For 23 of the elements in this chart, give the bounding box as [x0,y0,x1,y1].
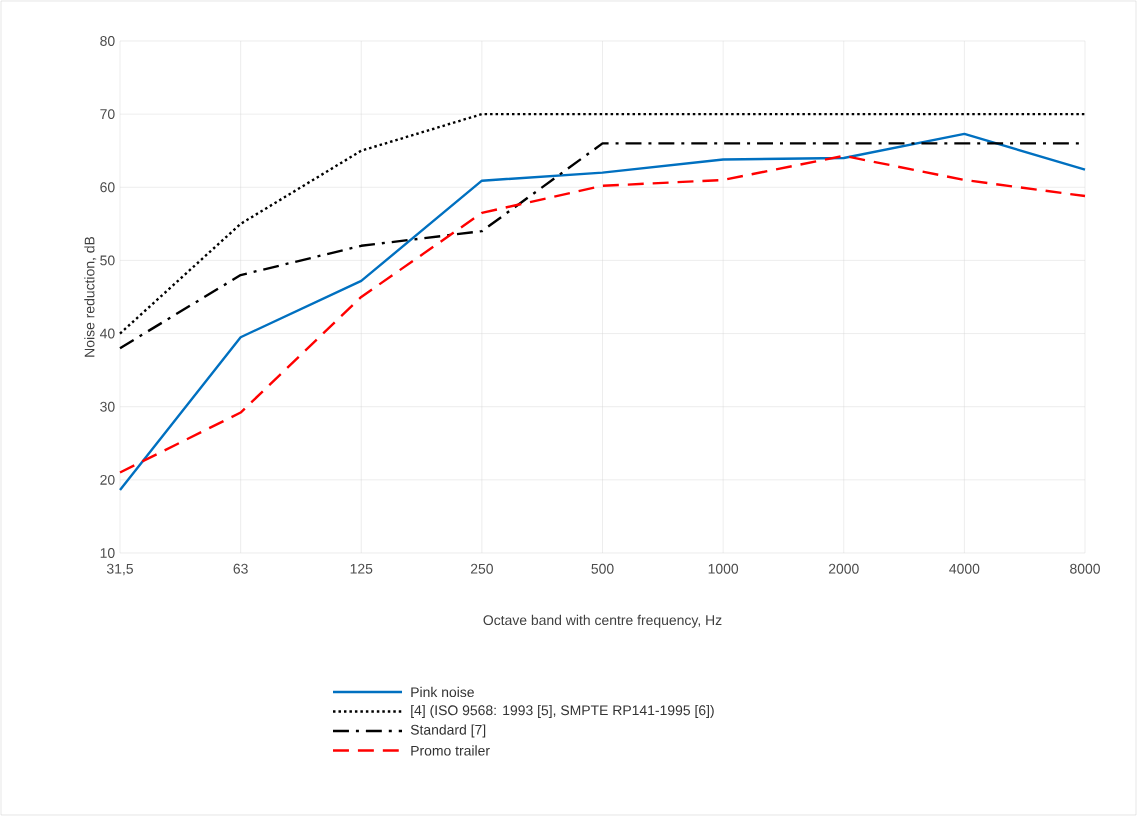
y-tick-label: 10 [100,548,115,558]
x-tick-label: 250 [470,563,493,574]
y-tick-label: 60 [100,182,115,193]
x-tick-label: 63 [233,563,248,574]
y-tick-label: 50 [100,255,115,266]
x-tick-label: 125 [350,563,373,574]
y-tick-label: 80 [100,36,115,46]
x-tick-label: 4000 [949,563,980,574]
y-tick-label: 30 [100,401,115,412]
x-tick-label: 1000 [708,563,739,574]
legend-label: Promo trailer [411,745,490,756]
y-tick-label: 40 [99,328,115,339]
legend-label: [4] (ISO 9568: 1993 [5], SMPTE RP141-1995 [6]) [411,704,714,718]
y-tick-label: 20 [100,474,115,485]
x-tick-label: 8000 [1070,563,1100,574]
x-tick-label: 2000 [828,563,859,574]
y-axis-title: Noise reduction, dB [84,236,97,357]
x-axis-title: Octave band with centre frequency, Hz [483,614,722,628]
x-tick-label: 500 [591,563,614,574]
legend-label: Standard [7] [410,724,486,738]
y-tick-label: 70 [100,109,115,120]
legend-label: Pink noise [411,686,474,698]
x-tick-label: 31,5 [106,563,133,576]
